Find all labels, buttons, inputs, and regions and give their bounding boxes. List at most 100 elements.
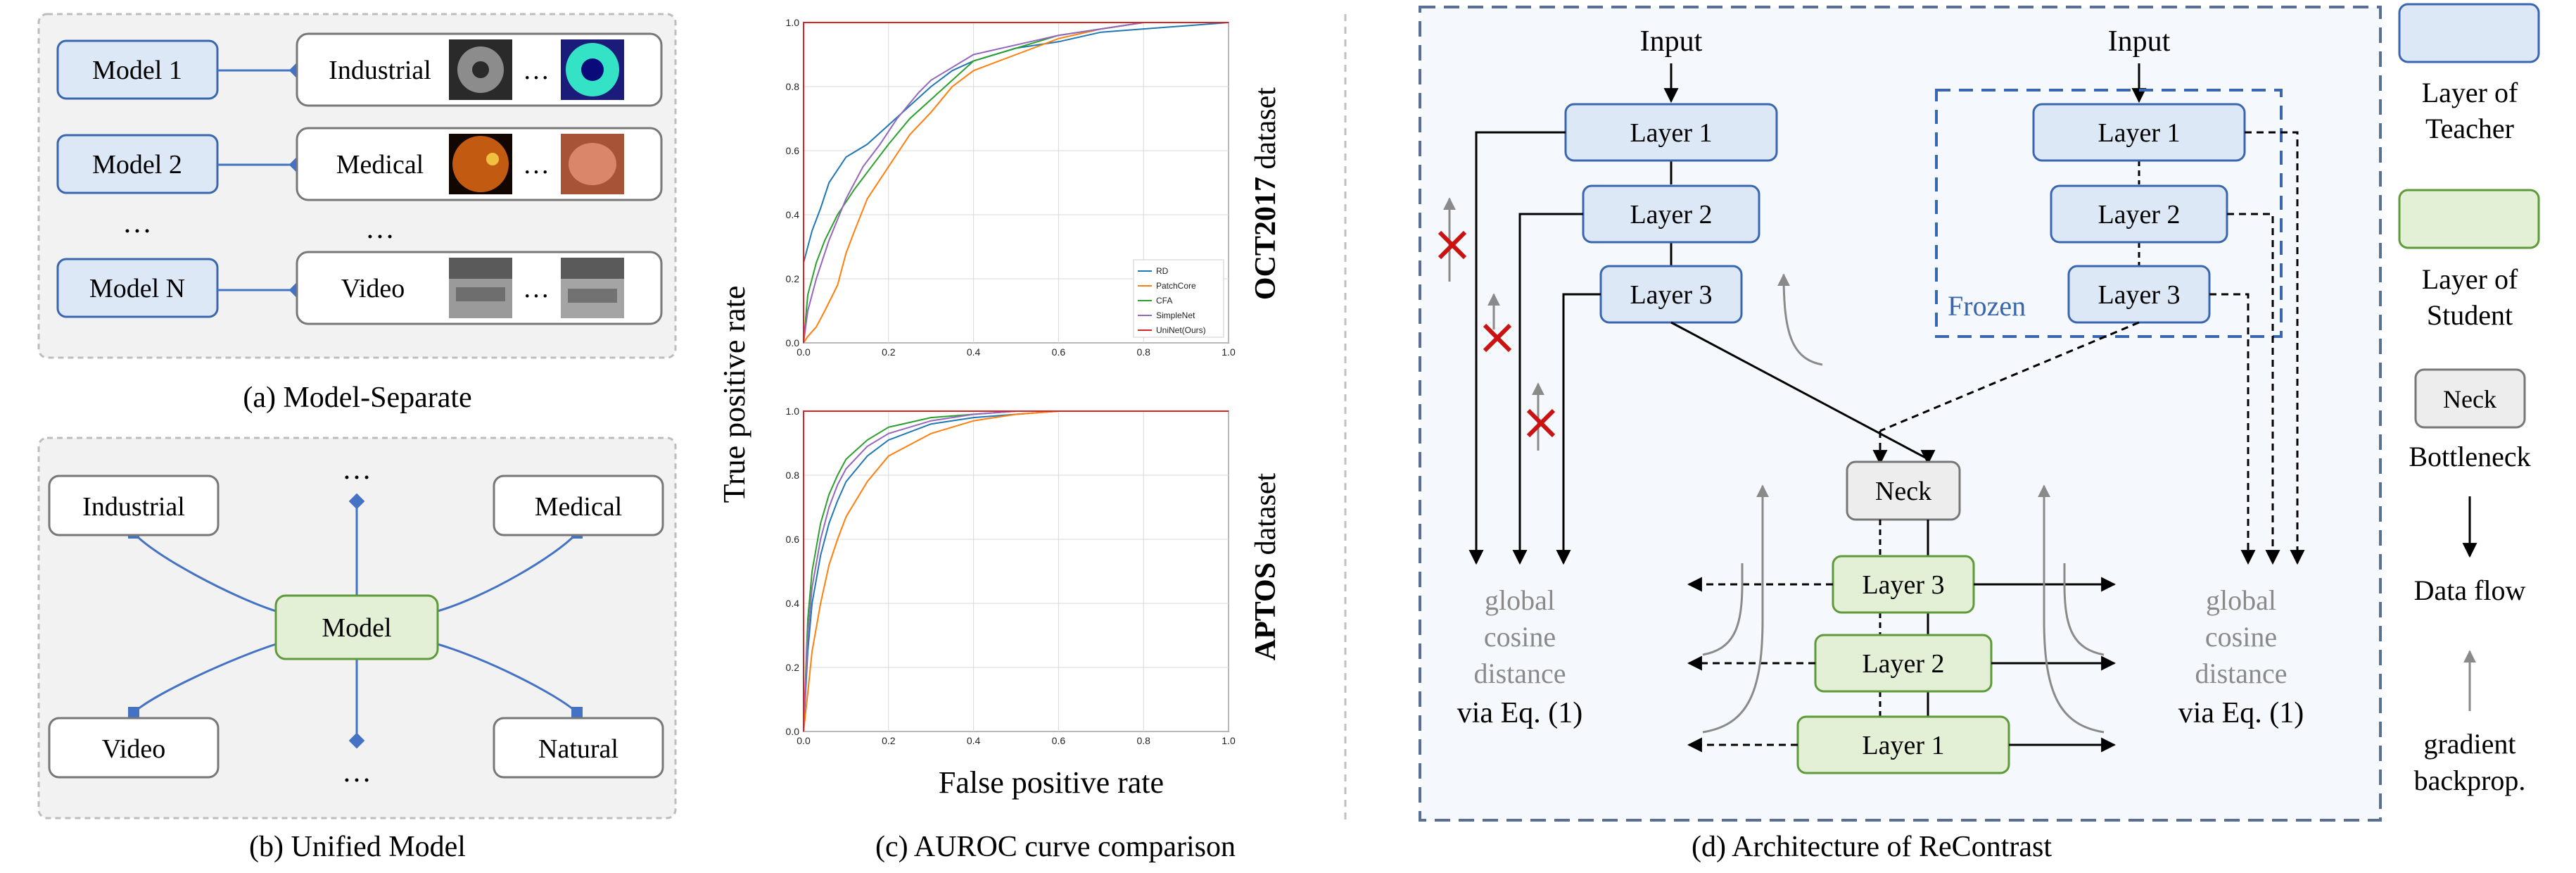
oct-ytick-1: 0.2 xyxy=(786,273,800,284)
global-right-line-3: distance xyxy=(2195,658,2287,689)
oct-ytick-4: 0.8 xyxy=(786,81,800,92)
model-label-1: Model 1 xyxy=(92,56,182,85)
left-feature-lines xyxy=(1468,131,1601,565)
chart-title-oct2017-rest: dataset xyxy=(1250,87,1282,177)
frozen-label: Frozen xyxy=(1948,290,2026,322)
oct-xtick-1: 0.2 xyxy=(882,346,896,358)
oct-xtick-2: 0.4 xyxy=(967,346,981,358)
aptos-plot-area xyxy=(803,410,1229,732)
oct-xtick-3: 0.6 xyxy=(1052,346,1066,358)
chart-title-oct2017-bold: OCT2017 xyxy=(1250,177,1282,300)
global-right-line-1: global xyxy=(2206,584,2276,616)
oct-xtick-0: 0.0 xyxy=(797,346,811,358)
caption-a: (a) Model-Separate xyxy=(243,382,471,414)
teacher-to-neck-path xyxy=(1670,321,1929,460)
domain-label-2: Medical xyxy=(336,150,424,180)
spoke-end-video xyxy=(128,707,139,718)
oct-legend-label-4: UniNet(Ours) xyxy=(1156,325,1206,335)
teacher-right-layer-3-label: Layer 3 xyxy=(2098,280,2180,310)
aptos-xtick-3: 0.6 xyxy=(1052,735,1066,746)
input-left: Input xyxy=(1640,25,1703,58)
legend-neck-label: Bottleneck xyxy=(2409,441,2530,472)
oct-legend-label-3: SimpleNet xyxy=(1156,310,1195,320)
frozen-region xyxy=(1935,89,2283,338)
aptos-ytick-5: 1.0 xyxy=(786,406,800,417)
legend-teacher-line-2: Teacher xyxy=(2425,113,2514,144)
oct-series-patchcore xyxy=(803,22,1229,344)
chart-title-aptos: APTOS dataset xyxy=(1250,472,1282,660)
unified-model-label: Model xyxy=(322,613,391,643)
oct-legend-label-0: RD xyxy=(1156,266,1169,276)
aptos-xtick-0: 0.0 xyxy=(797,735,811,746)
x-axis-label: False positive rate xyxy=(939,765,1164,800)
student-layer-1-label: Layer 1 xyxy=(1862,731,1944,760)
aptos-xtick-1: 0.2 xyxy=(882,735,896,746)
oct-series-simplenet xyxy=(803,22,1229,344)
oct-legend-label-2: CFA xyxy=(1156,296,1172,306)
caption-b: (b) Unified Model xyxy=(249,831,466,863)
oct-series-uninet-ours- xyxy=(803,22,1229,343)
oct-ytick-2: 0.4 xyxy=(786,209,800,220)
aptos-series-patchcore xyxy=(803,410,1229,732)
aptos-ytick-3: 0.6 xyxy=(786,534,800,545)
oct-xtick-4: 0.8 xyxy=(1136,346,1150,358)
oct-ytick-3: 0.6 xyxy=(786,145,800,156)
panel-a-model-separate: Model 1 Industrial … Model 2 Medical … xyxy=(37,13,677,414)
global-right-line-2: cosine xyxy=(2205,621,2277,653)
legend-neck-swatch xyxy=(2414,368,2526,429)
ellipsis-bottom: … xyxy=(342,756,372,789)
oct-legend-label-1: PatchCore xyxy=(1156,281,1196,291)
domain-label-1: Industrial xyxy=(329,56,431,85)
input-right: Input xyxy=(2108,25,2171,58)
via-eq-right: via Eq. (1) xyxy=(2178,697,2304,729)
panel-b-unified-model: Industrial Medical Video Natural Model …… xyxy=(37,436,677,863)
legend-gradient-line-1: gradient xyxy=(2423,728,2515,760)
teacher-left-layer-3-label: Layer 3 xyxy=(1630,280,1712,310)
legend-neck-box-label: Neck xyxy=(2443,385,2496,413)
chart-aptos: 0.0 0.2 0.4 0.6 0.8 1.0 0.0 0.2 0.4 0.6 0.8 1.0 xyxy=(786,406,1236,746)
teacher-gradient-curve xyxy=(1777,273,1823,366)
via-eq-left: via Eq. (1) xyxy=(1457,697,1582,729)
right-feature-lines xyxy=(2209,131,2305,565)
domain-box-video xyxy=(48,717,220,779)
oct-legend-box xyxy=(1133,259,1224,338)
teacher-left-layer-2-label: Layer 2 xyxy=(1630,200,1712,230)
oct-xtick-5: 1.0 xyxy=(1222,346,1236,358)
student-layer-2-label: Layer 2 xyxy=(1862,649,1944,679)
legend-student-line-2: Student xyxy=(2427,299,2513,331)
student-outputs-left xyxy=(1687,577,1833,753)
model-label-2: Model 2 xyxy=(92,150,182,180)
domain-box-natural xyxy=(493,717,664,779)
aptos-ytick-1: 0.2 xyxy=(786,662,800,673)
teacher-left-layer-1-label: Layer 1 xyxy=(1630,118,1712,148)
y-axis-label: True positive rate xyxy=(717,286,751,503)
caption-d: (d) Architecture of ReContrast xyxy=(1692,831,2052,863)
aptos-xtick-4: 0.8 xyxy=(1136,735,1150,746)
video-thumbnail-1 xyxy=(449,258,512,318)
domain-label-n: Video xyxy=(341,274,405,303)
caption-c: (c) AUROC curve comparison xyxy=(875,831,1236,863)
neck-box xyxy=(1846,460,1961,521)
unified-model-box xyxy=(274,594,439,660)
domain-medical: Medical xyxy=(535,492,623,522)
global-distance-right: global cosine distance via Eq. (1) xyxy=(2178,584,2304,729)
aptos-xtick-2: 0.4 xyxy=(967,735,981,746)
domain-video: Video xyxy=(102,734,166,764)
oct-series-rd xyxy=(803,22,1229,343)
spoke-end-bottom xyxy=(348,732,365,749)
ellipsis-1: … xyxy=(523,56,550,85)
teacher-right-layer-1-label: Layer 1 xyxy=(2098,118,2180,148)
global-left-line-1: global xyxy=(1485,584,1555,616)
aptos-ytick-0: 0.0 xyxy=(786,726,800,737)
domain-box-medical xyxy=(493,475,664,536)
student-layer-3-label: Layer 3 xyxy=(1862,570,1944,600)
legend-data-flow: Data flow xyxy=(2414,574,2526,606)
medical-thumbnail-1 xyxy=(449,134,512,194)
global-left-line-3: distance xyxy=(1473,658,1566,689)
model-box-n xyxy=(56,258,219,318)
chart-title-oct2017: OCT2017 dataset xyxy=(1250,87,1282,300)
domains-ellipsis: … xyxy=(365,213,395,245)
domain-box-industrial xyxy=(48,475,220,536)
panel-d-architecture: Input Input Frozen Layer 1 Layer 2 Layer… xyxy=(1419,6,2382,863)
